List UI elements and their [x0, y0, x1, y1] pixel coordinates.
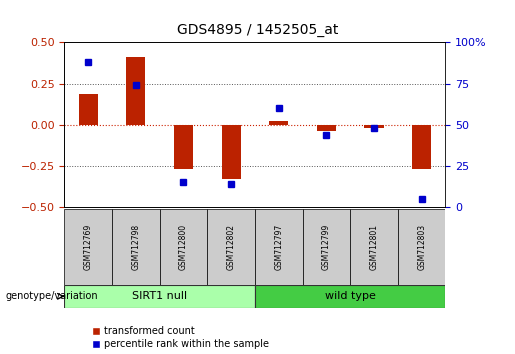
- Bar: [317, 125, 336, 131]
- Text: GDS4895 / 1452505_at: GDS4895 / 1452505_at: [177, 23, 338, 37]
- Bar: [207, 209, 255, 285]
- Text: wild type: wild type: [325, 291, 375, 302]
- Text: genotype/variation: genotype/variation: [5, 291, 98, 301]
- Bar: [79, 93, 98, 125]
- Text: GSM712797: GSM712797: [274, 224, 283, 270]
- Bar: [221, 125, 241, 179]
- Bar: [303, 209, 350, 285]
- Bar: [269, 121, 288, 125]
- Bar: [64, 285, 255, 308]
- Text: GSM712800: GSM712800: [179, 224, 188, 270]
- Bar: [412, 125, 431, 169]
- Bar: [64, 209, 112, 285]
- Bar: [350, 209, 398, 285]
- Bar: [112, 209, 160, 285]
- Bar: [398, 209, 445, 285]
- Bar: [174, 125, 193, 169]
- Bar: [365, 125, 384, 128]
- Text: GSM712799: GSM712799: [322, 224, 331, 270]
- Text: GSM712769: GSM712769: [84, 224, 93, 270]
- Text: GSM712803: GSM712803: [417, 224, 426, 270]
- Bar: [255, 285, 445, 308]
- Text: SIRT1 null: SIRT1 null: [132, 291, 187, 302]
- Bar: [255, 209, 303, 285]
- Text: GSM712798: GSM712798: [131, 224, 140, 270]
- Legend: transformed count, percentile rank within the sample: transformed count, percentile rank withi…: [92, 326, 269, 349]
- Bar: [126, 57, 145, 125]
- Text: GSM712801: GSM712801: [370, 224, 379, 270]
- Text: GSM712802: GSM712802: [227, 224, 235, 270]
- Bar: [160, 209, 207, 285]
